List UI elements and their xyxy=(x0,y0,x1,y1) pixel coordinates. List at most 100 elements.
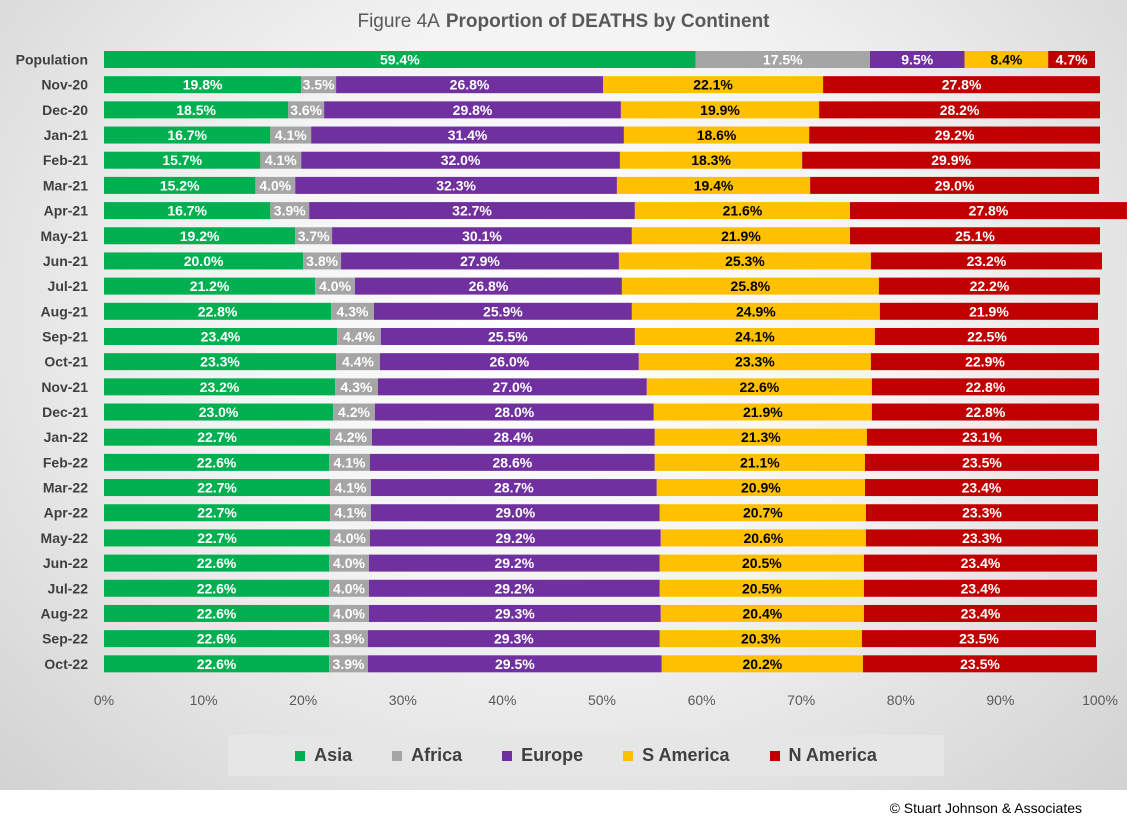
bar-segment-africa xyxy=(270,202,310,220)
bar-segment-africa xyxy=(330,529,370,547)
data-label-europe: 27.0% xyxy=(493,379,533,395)
bar-segment-asia xyxy=(104,277,316,295)
legend-swatch xyxy=(295,750,306,761)
bar-segment-africa xyxy=(337,327,381,345)
data-label-asia: 16.7% xyxy=(167,127,207,143)
legend-item-asia: Asia xyxy=(295,745,352,766)
bar-segment-asia xyxy=(104,655,330,673)
bar-segment-asia xyxy=(104,202,271,220)
data-label-europe: 26.8% xyxy=(450,77,490,93)
bar-segment-n-america xyxy=(850,202,1127,220)
bar-segment-asia xyxy=(104,529,331,547)
row-label: Jun-22 xyxy=(43,555,88,571)
data-label-s-america: 25.3% xyxy=(725,253,765,269)
data-label-asia: 16.7% xyxy=(167,203,207,219)
data-label-africa: 3.9% xyxy=(274,203,306,219)
data-label-africa: 4.1% xyxy=(335,505,367,521)
bar-segment-asia xyxy=(104,176,256,194)
data-label-s-america: 20.2% xyxy=(743,656,783,672)
chart-legend: Asia Africa Europe S America N America xyxy=(228,735,944,776)
bar-segment-n-america xyxy=(871,378,1100,396)
data-label-europe: 28.6% xyxy=(493,454,533,470)
data-label-s-america: 18.3% xyxy=(691,152,731,168)
bar-segment-europe xyxy=(368,554,660,572)
row-label: Feb-22 xyxy=(43,454,88,470)
data-label-n-america: 22.9% xyxy=(965,354,1005,370)
x-tick-label: 90% xyxy=(986,692,1014,708)
data-label-n-america: 23.5% xyxy=(960,656,1000,672)
x-tick-label: 50% xyxy=(588,692,616,708)
data-label-n-america: 27.8% xyxy=(969,203,1009,219)
legend-label: Africa xyxy=(411,745,463,765)
bar-segment-asia xyxy=(104,227,296,245)
data-label-europe: 29.2% xyxy=(495,580,535,596)
bar-segment-n-america xyxy=(870,353,1100,371)
bar-segment-africa xyxy=(329,579,369,597)
bar-segment-asia xyxy=(104,76,302,94)
data-label-asia: 20.0% xyxy=(184,253,224,269)
data-label-europe: 29.2% xyxy=(495,530,535,546)
data-label-s-america: 20.3% xyxy=(741,631,781,647)
bar-segment-europe xyxy=(369,529,661,547)
row-label: Aug-21 xyxy=(41,303,89,319)
bar-segment-s-america xyxy=(659,504,866,522)
data-label-n-america: 4.7% xyxy=(1056,52,1088,68)
row-label: May-22 xyxy=(41,530,89,546)
data-label-europe: 9.5% xyxy=(901,52,933,68)
bar-segment-africa xyxy=(255,176,296,194)
data-label-africa: 3.9% xyxy=(333,631,365,647)
bar-segment-asia xyxy=(104,428,331,446)
data-label-africa: 3.6% xyxy=(290,102,322,118)
x-tick-label: 80% xyxy=(887,692,915,708)
bar-segment-africa xyxy=(303,252,342,270)
data-label-europe: 32.0% xyxy=(441,152,481,168)
bar-segment-europe xyxy=(295,176,617,194)
data-label-n-america: 23.5% xyxy=(962,454,1002,470)
bar-segment-s-america xyxy=(646,378,872,396)
bar-segment-europe xyxy=(379,353,639,371)
bar-segment-europe xyxy=(368,579,660,597)
bar-segment-africa xyxy=(288,101,325,119)
data-label-europe: 27.9% xyxy=(460,253,500,269)
bar-segment-n-america xyxy=(866,428,1098,446)
data-label-n-america: 23.2% xyxy=(967,253,1007,269)
x-tick-label: 70% xyxy=(787,692,815,708)
bar-segment-africa xyxy=(329,554,369,572)
x-tick-label: 60% xyxy=(688,692,716,708)
bar-segment-europe xyxy=(332,227,632,245)
bar-segment-asia xyxy=(104,630,330,648)
bar-segment-europe xyxy=(367,630,660,648)
row-label: Jun-21 xyxy=(43,253,88,269)
data-label-africa: 4.0% xyxy=(333,605,365,621)
data-label-asia: 22.7% xyxy=(197,480,237,496)
data-label-africa: 4.3% xyxy=(341,379,373,395)
data-label-asia: 59.4% xyxy=(380,52,420,68)
bar-segment-europe xyxy=(341,252,619,270)
data-label-asia: 22.7% xyxy=(197,429,237,445)
data-label-africa: 3.5% xyxy=(303,77,335,93)
bar-segment-s-america xyxy=(656,479,865,497)
data-label-asia: 23.0% xyxy=(199,404,239,420)
row-label: Mar-22 xyxy=(43,480,88,496)
bar-segment-asia xyxy=(104,554,330,572)
bar-segment-s-america xyxy=(602,76,824,94)
bar-segment-europe xyxy=(374,403,654,421)
data-label-africa: 4.0% xyxy=(319,278,351,294)
data-label-n-america: 22.8% xyxy=(966,404,1006,420)
legend-label: N America xyxy=(788,745,877,765)
row-label: Jul-22 xyxy=(48,580,89,596)
row-label: Sep-22 xyxy=(42,631,88,647)
data-label-s-america: 19.9% xyxy=(700,102,740,118)
bar-segment-s-america xyxy=(659,579,864,597)
row-label: Dec-21 xyxy=(42,404,88,420)
data-label-asia: 22.6% xyxy=(197,631,237,647)
bar-segment-asia xyxy=(104,101,289,119)
data-label-n-america: 29.0% xyxy=(935,177,975,193)
legend-swatch xyxy=(769,750,780,761)
data-label-africa: 4.2% xyxy=(338,404,370,420)
bar-segment-s-america xyxy=(660,529,866,547)
row-label: Oct-21 xyxy=(44,354,88,370)
data-label-africa: 3.7% xyxy=(298,228,330,244)
data-label-s-america: 21.9% xyxy=(721,228,761,244)
data-label-europe: 28.7% xyxy=(494,480,534,496)
